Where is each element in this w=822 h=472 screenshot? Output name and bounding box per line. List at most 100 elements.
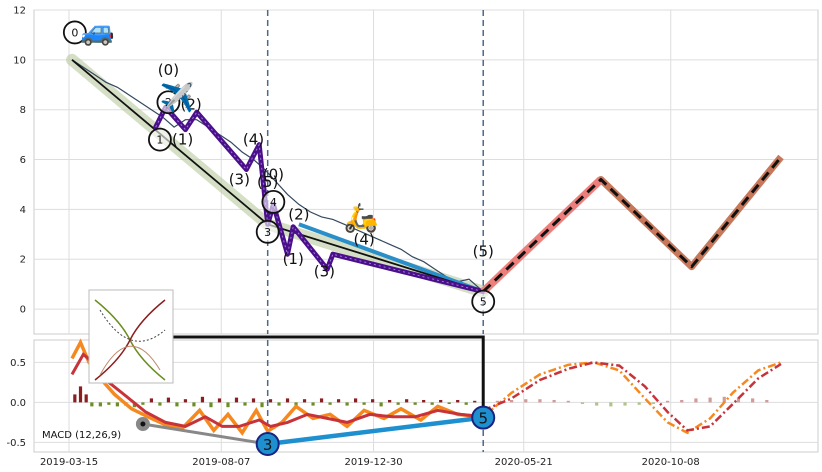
wave-circle-marker	[261, 190, 286, 214]
macd-y-tick-label: -0.5	[6, 438, 26, 449]
macd-histogram-bar	[328, 402, 332, 405]
wave-label: (4)	[353, 230, 374, 248]
macd-histogram-bar	[736, 397, 741, 403]
macd-histogram-bar	[336, 399, 341, 403]
signal-line	[70, 352, 484, 428]
macd-histogram-bar	[345, 402, 349, 406]
macd-histogram-bar	[552, 400, 556, 403]
price-y-tick-label: 0	[20, 305, 26, 316]
price-y-tick-label: 2	[20, 255, 26, 266]
macd-histogram-bar	[260, 402, 264, 408]
macd-histogram-bar	[447, 402, 451, 404]
forecast-line	[482, 156, 783, 293]
macd-y-tick-label: 0.0	[10, 398, 26, 409]
divergence-line-grey	[142, 422, 268, 446]
macd-y-tick-label: 0.5	[10, 358, 26, 369]
macd-histogram-bar	[430, 402, 434, 405]
price-y-tick-label: 12	[13, 6, 26, 17]
wave-circle-marker	[255, 219, 280, 244]
wave-circle-label: 4	[270, 196, 277, 209]
macd-histogram-bar	[509, 400, 514, 403]
macd-histogram-bar	[354, 398, 358, 403]
macd-histogram-bar	[680, 400, 684, 403]
macd-histogram-bar	[580, 402, 585, 404]
macd-histogram-bar	[132, 402, 136, 408]
emoji-icon: ✈️	[159, 80, 194, 114]
macd-circle-label: 3	[263, 436, 273, 454]
x-tick-label: 2020-05-21	[495, 457, 553, 468]
grey-marker-dot	[140, 421, 146, 427]
macd-histogram-bar	[200, 396, 205, 403]
macd-histogram-bar	[107, 402, 111, 405]
macd-histogram-bar	[473, 400, 477, 403]
macd-histogram-bar	[226, 402, 230, 408]
inset-stroke	[99, 309, 166, 342]
macd-histogram-bar	[141, 402, 145, 405]
x-tick-label: 2019-12-30	[344, 457, 402, 468]
x-axis: 2019-03-15 2019-08-07 2019-12-30 2020-05-21…	[40, 457, 700, 468]
wave-circle-label: 0	[71, 26, 78, 39]
macd-histogram-bar	[405, 399, 409, 403]
price-panel-frame	[33, 9, 819, 335]
macd-histogram-bar	[495, 400, 499, 403]
macd-histogram-bar	[651, 402, 655, 404]
macd-histogram-bar	[362, 402, 366, 405]
macd-circle-marker	[471, 405, 496, 430]
wave-label: (1)	[172, 131, 193, 149]
inset-thumbnail	[88, 289, 174, 384]
wave-circle-marker	[471, 289, 496, 314]
macd-histogram-bar	[166, 397, 171, 403]
wave-label: (5)	[257, 173, 278, 191]
macd-histogram-bar	[90, 402, 94, 407]
x-tick-label: 2019-03-15	[40, 457, 98, 468]
wave-label: (3)	[229, 170, 250, 188]
macd-circle-marker	[255, 432, 280, 456]
signal-forecast-line	[482, 361, 782, 432]
price-y-tick-label: 4	[20, 205, 26, 216]
macd-circle-label: 5	[478, 410, 488, 428]
macd-histogram-bar	[538, 399, 542, 403]
macd-histogram-bar	[464, 402, 468, 405]
macd-forecast-line	[482, 361, 782, 435]
macd-histogram-bar	[609, 402, 613, 407]
macd-histogram-bar	[396, 402, 400, 405]
macd-histogram-bar	[277, 402, 281, 406]
price-y-tick-label: 8	[20, 105, 26, 116]
wave-label: (3)	[314, 263, 335, 281]
macd-histogram-bar	[268, 399, 273, 403]
macd-histogram-bar	[524, 399, 528, 403]
wave-label: (4)	[243, 131, 264, 149]
macd-histogram-bar	[665, 400, 670, 403]
emoji-icon: 🚙	[80, 14, 115, 47]
macd-histogram-bar	[183, 399, 188, 403]
price-panel: 024681012(0)(1)(2)(3)(4)(5)(0)(2)(1)(3)(…	[13, 6, 819, 335]
macd-histogram-bar	[456, 400, 460, 403]
wave-circle-label: 1	[156, 134, 163, 147]
macd-histogram-bar	[78, 386, 83, 403]
macd-histogram-bar	[115, 402, 119, 407]
macd-histogram-bar	[217, 398, 222, 403]
wave-label: (5)	[473, 243, 494, 261]
macd-histogram-bar	[388, 400, 392, 403]
price-highlight-segment	[298, 222, 484, 294]
macd-histogram-bar	[209, 402, 213, 408]
macd-histogram-bar	[285, 398, 290, 403]
wave-label: (2)	[288, 205, 309, 223]
macd-histogram-bar	[149, 398, 154, 403]
macd-histogram-bar	[243, 402, 247, 406]
macd-histogram-bar	[234, 397, 239, 403]
wave-circle-label: 5	[480, 296, 487, 309]
macd-histogram-bar	[751, 398, 755, 403]
macd-histogram-bar	[73, 394, 77, 403]
inset-stroke	[99, 345, 161, 376]
macd-histogram-bar	[84, 394, 88, 403]
x-tick-label: 2020-10-08	[642, 457, 700, 468]
macd-histogram-bar	[311, 402, 315, 406]
macd-histogram-bar	[379, 402, 383, 407]
macd-histogram-bar	[623, 402, 627, 406]
macd-label: MACD (12,26,9)	[42, 430, 121, 441]
macd-histogram-bar	[319, 398, 324, 403]
macd-histogram-bar	[722, 396, 726, 403]
macd-histogram-bar	[371, 399, 375, 403]
wave-circle-marker	[148, 127, 172, 152]
